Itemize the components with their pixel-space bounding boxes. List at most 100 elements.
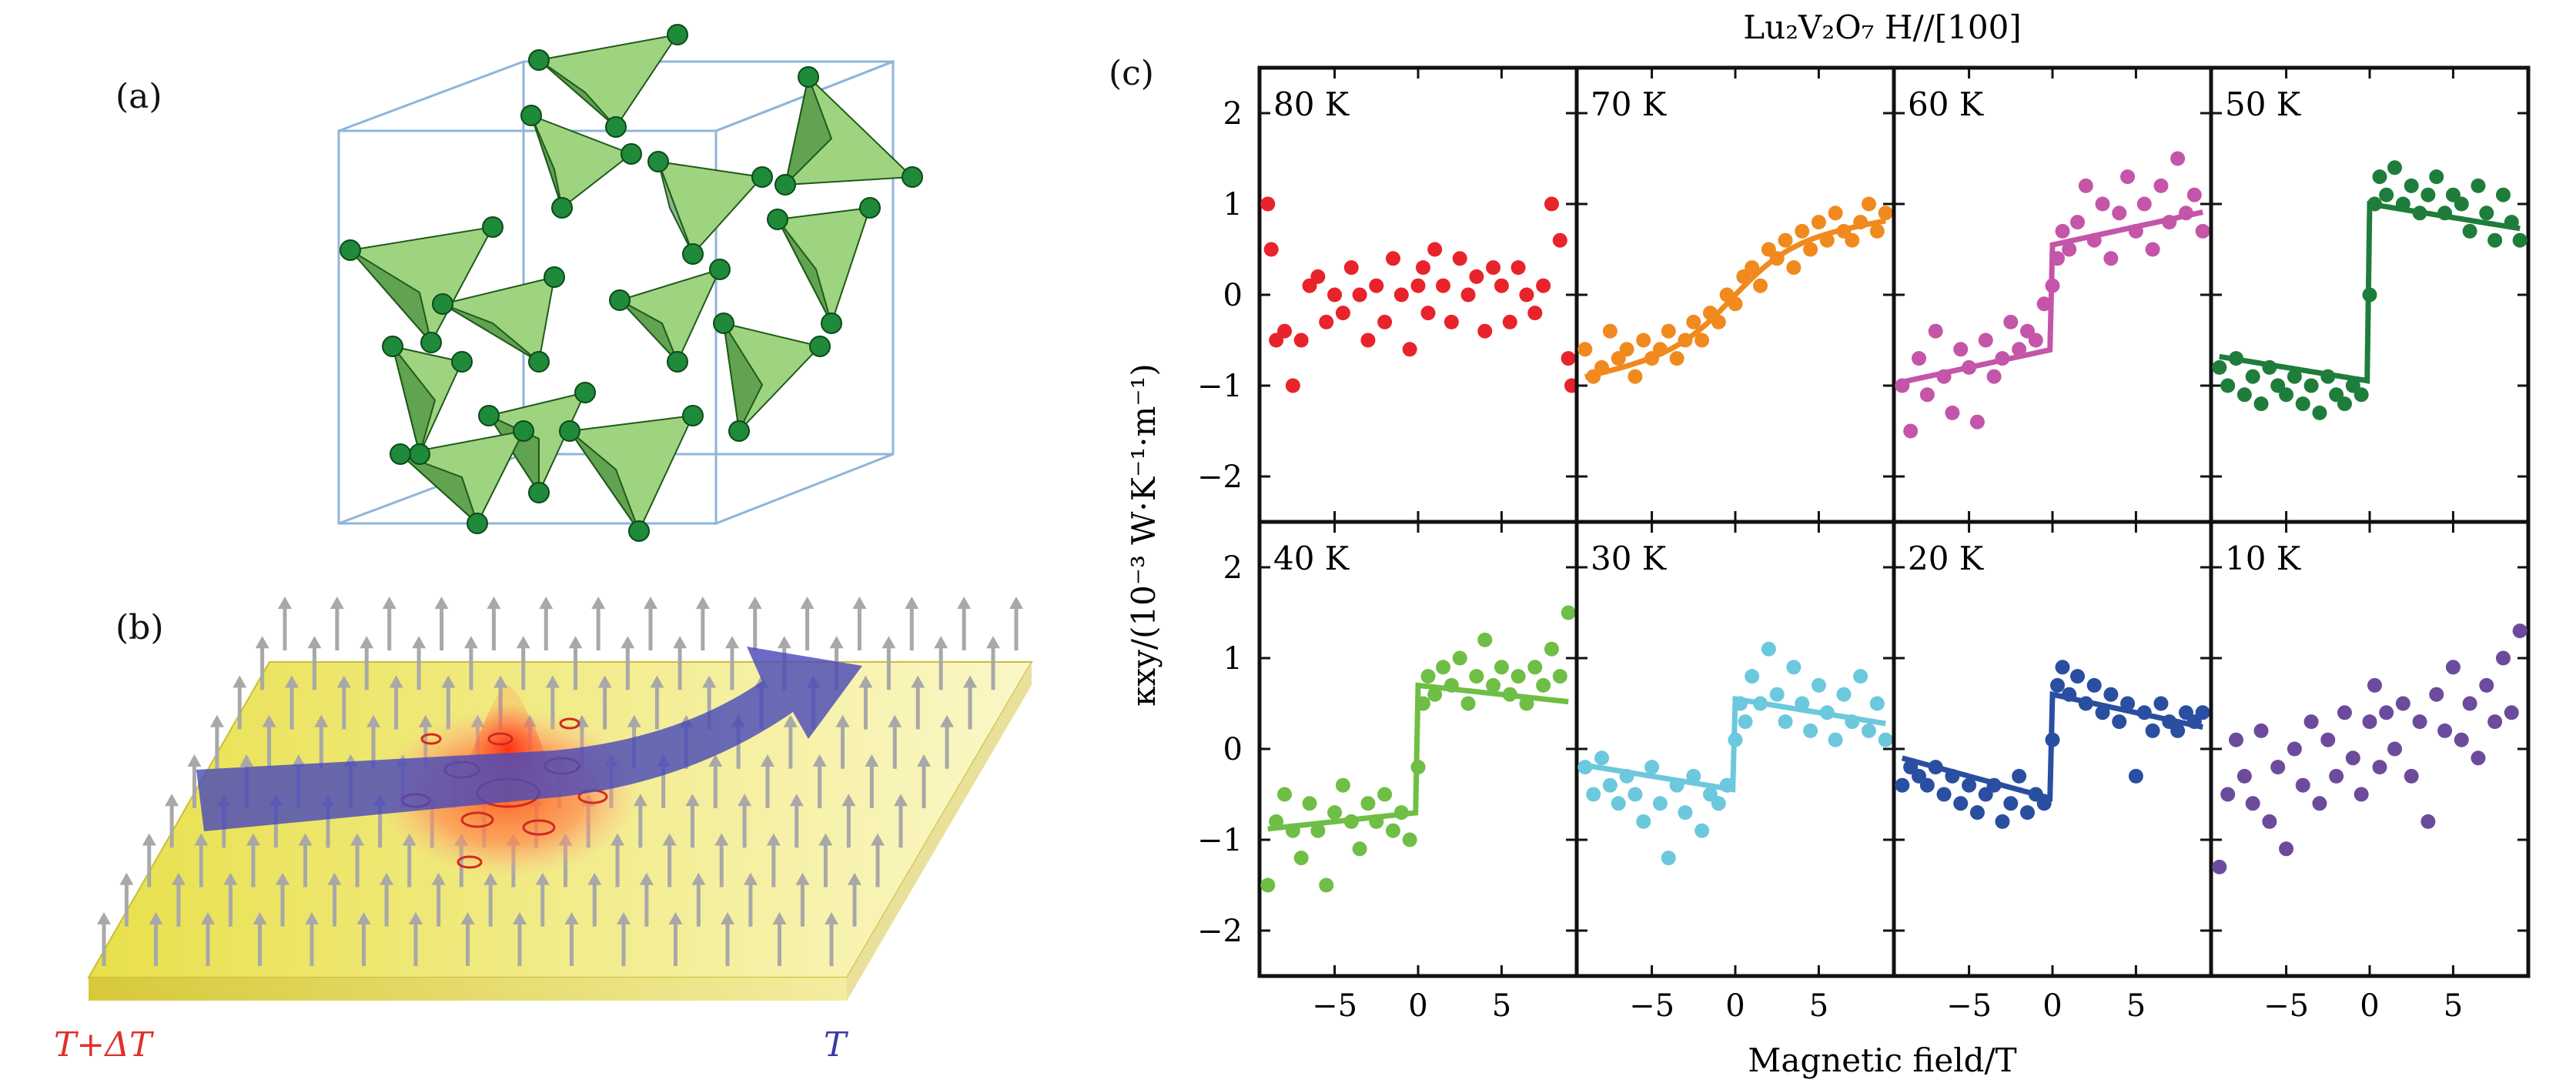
data-point [1778, 232, 1793, 248]
spin-arrow-head [291, 754, 306, 767]
atoms [340, 24, 923, 542]
data-point [2337, 705, 2352, 720]
tetrahedron-shade [538, 59, 617, 128]
y-tick-label: 1 [1223, 641, 1243, 677]
data-point [1420, 306, 1436, 321]
data-point [2495, 187, 2511, 202]
data-point [1369, 278, 1384, 293]
data-point [2420, 814, 2436, 829]
data-point [2062, 687, 2077, 702]
data-point [2012, 768, 2027, 784]
data-point [1878, 206, 1893, 221]
data-point [1602, 323, 1618, 339]
data-point [1803, 723, 1818, 738]
spin-arrow-head [463, 636, 478, 649]
spin-arrow-head [724, 636, 739, 649]
data-point [2036, 796, 2052, 811]
tetrahedron-shade [400, 453, 480, 526]
x-tick-label: 5 [1809, 988, 1828, 1024]
data-point [1945, 405, 1960, 420]
spin-arrow-head [389, 675, 403, 688]
spin-arrow-head [591, 597, 606, 609]
data-point [1460, 287, 1476, 303]
data-point [2095, 705, 2110, 720]
data-point [1486, 260, 1501, 276]
data-point [2262, 359, 2277, 375]
temperature-label: 60 K [1908, 85, 1985, 123]
spin-arrow-head [882, 636, 896, 649]
atom [390, 443, 411, 465]
spin-arrow-head [695, 597, 710, 609]
data-point [2287, 369, 2302, 384]
data-point [2372, 169, 2387, 185]
spin-arrow-head [587, 872, 602, 885]
data-point [1377, 787, 1393, 802]
data-point [2329, 768, 2344, 784]
data-point [1343, 260, 1359, 276]
data-point [1260, 196, 1276, 212]
spin-arrow-head [380, 872, 394, 885]
data-point [2103, 251, 2119, 266]
spin-arrow-head [617, 912, 631, 924]
atom [667, 24, 688, 45]
data-point [1416, 696, 1431, 711]
tetrahedron-shade [350, 249, 432, 343]
atom [340, 239, 361, 261]
spin-arrow-head [194, 833, 209, 846]
tetrahedron-shade [530, 115, 563, 209]
data-point [2270, 760, 2286, 775]
data-point [1936, 369, 1952, 384]
data-point [1527, 660, 1543, 675]
data-point [2279, 387, 2294, 403]
spin-arrow-head [818, 833, 833, 846]
data-point [1619, 768, 1634, 784]
spin-arrows [97, 597, 1023, 966]
spin-arrow-head [1009, 597, 1023, 609]
data-point [2512, 623, 2527, 639]
data-point [2170, 723, 2186, 738]
data-point [1360, 333, 1376, 348]
data-point [2471, 750, 2486, 766]
chart-panel: 50 K [2209, 65, 2531, 524]
spin-arrow-head [253, 912, 267, 924]
data-point [1711, 314, 1726, 329]
data-point [2362, 287, 2377, 303]
data-point [1869, 696, 1885, 711]
spin-arrow-head [483, 872, 498, 885]
spin-arrow-head [644, 597, 657, 609]
data-point [1652, 796, 1668, 811]
data-point [1335, 777, 1350, 793]
tetrahedron-shade [657, 161, 694, 255]
data-point [1452, 251, 1467, 266]
x-tick-label: −5 [1629, 988, 1674, 1024]
data-point [1669, 351, 1684, 366]
data-point [1285, 823, 1300, 838]
data-point [1694, 823, 1710, 838]
tetrahedron-shade [392, 346, 437, 457]
spin-arrow-head [721, 912, 734, 924]
atom [382, 336, 403, 357]
data-point [1319, 877, 1334, 893]
spin-arrow-head [789, 794, 804, 807]
spin-arrow-head [940, 714, 954, 727]
data-point [1719, 777, 1735, 793]
data-point [2170, 151, 2186, 166]
data-point [2367, 677, 2383, 693]
atom [667, 351, 688, 373]
data-point [2220, 787, 2236, 802]
data-point [2019, 805, 2035, 821]
spin-arrow-head [934, 636, 948, 649]
spin-arrow-head [382, 597, 396, 609]
data-point [1786, 260, 1802, 276]
data-point [1711, 796, 1726, 811]
data-point [1969, 414, 1985, 430]
spin-arrow-head [685, 794, 700, 807]
y-tick-label: 1 [1223, 187, 1243, 222]
spin-arrow-head [305, 912, 319, 924]
spin-arrow-head [738, 794, 752, 807]
data-point [1519, 287, 1534, 303]
atom [767, 209, 788, 230]
spin-arrow-head [460, 912, 475, 924]
atom [709, 259, 731, 280]
atom [621, 143, 642, 165]
